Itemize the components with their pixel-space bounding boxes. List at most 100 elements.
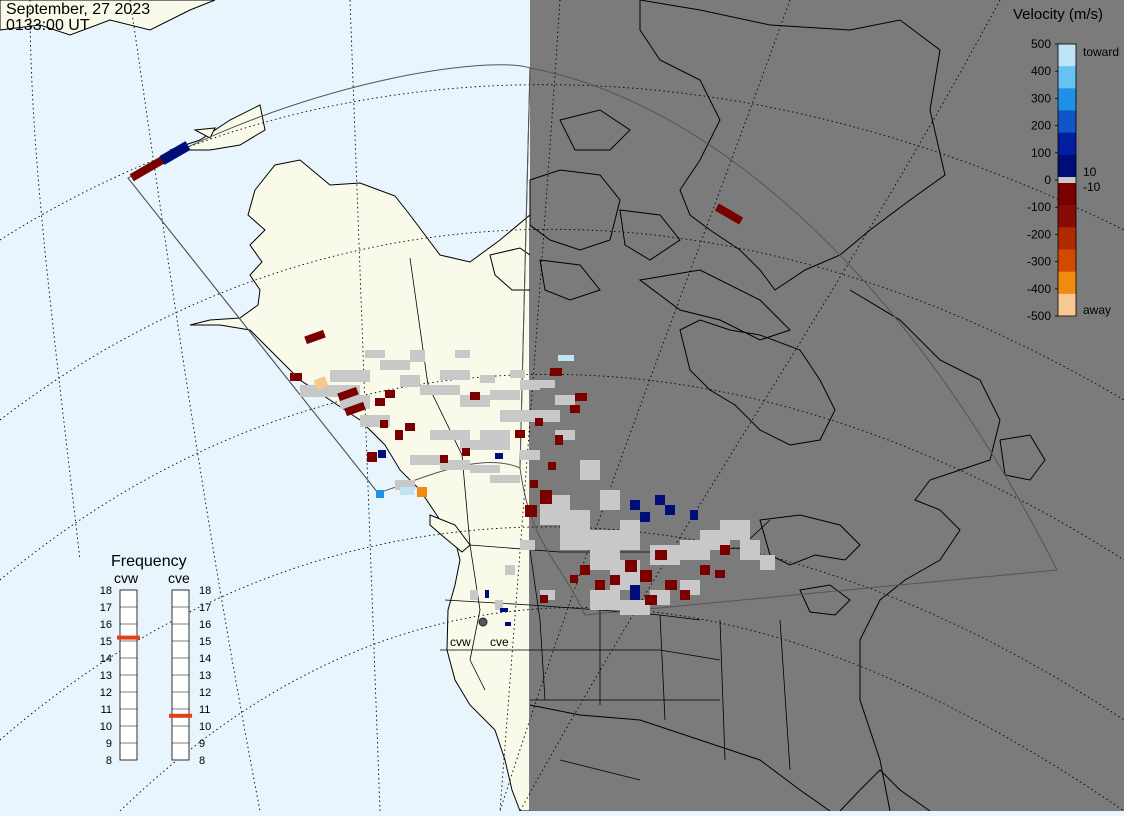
velocity-cell [159,141,191,165]
ground-scatter-cell [365,350,385,358]
velocity-cell [304,329,326,345]
velocity-cell [640,570,652,582]
ground-scatter-cell [590,590,620,610]
us-mexico-border [529,704,831,812]
frequency-left-label: 18 [100,585,112,597]
siberia-landmass [0,0,216,36]
velocity-cell [462,448,470,456]
ground-scatter-cell [540,410,560,422]
night-terminator-region [530,0,1124,811]
velocity-cell [550,368,562,376]
frequency-right-label: 12 [199,687,211,699]
ground-scatter-cell [495,600,503,610]
velocity-cell [665,580,677,590]
colorbar-away-label: away [1083,303,1111,317]
velocity-cell [505,622,511,626]
velocity-cell [405,423,415,431]
ground-scatter-cell [490,475,520,483]
colorbar-tick-label: 100 [1031,146,1051,160]
land-day [0,0,531,812]
velocity-cell [535,418,543,426]
velocity-cell [610,575,620,585]
frequency-right-label: 13 [199,670,211,682]
ground-scatter-cell [420,385,460,395]
frequency-left-label: 14 [100,653,112,665]
labrador-coast [849,289,1001,812]
ground-scatter-cell [395,480,415,490]
frequency-right-label: 9 [199,738,205,750]
velocity-cell [530,480,538,488]
ground-scatter-cell [410,350,425,362]
colorbar-away-swatch [1058,293,1076,317]
colorbar-away-swatch [1058,183,1076,206]
velocity-cell [570,405,580,413]
colorbar-away-swatch [1058,205,1076,228]
ground-scatter-cell [490,390,520,400]
velocity-cell [400,487,414,495]
velocity-cell [655,550,667,560]
velocity-cell [495,453,503,459]
velocity-cell [344,401,366,417]
velocity-cell [595,580,605,590]
ground-scatter-cell [505,565,515,575]
colorbar-tick-label: 200 [1031,119,1051,133]
velocity-cell [720,545,730,555]
velocity-cell [485,590,489,598]
ground-scatter-cell [580,460,600,480]
ground-scatter-cell [470,590,478,600]
colorbar-toward-swatch [1058,88,1076,111]
colorbar-tick-label: -500 [1027,309,1051,323]
land-night-outlines [529,0,1046,812]
velocity-cell [385,390,395,398]
velocity-cell [640,512,650,522]
colorbar-tick-label: 400 [1031,64,1051,78]
ground-scatter-cell [440,460,470,470]
ground-scatter-cell [380,360,410,370]
velocity-cell [313,376,329,390]
velocity-cell [290,373,302,381]
velocity-cell [655,495,665,505]
colorbar-toward-swatch [1058,132,1076,156]
colorbar-tick-label: -100 [1027,200,1051,214]
colorbar-swatches [1058,44,1076,317]
ground-scatter-cell [740,540,760,560]
velocity-cell [500,608,508,612]
colorbar-toward-label: toward [1083,45,1119,59]
ground-scatter-cell [400,375,420,387]
newfoundland-outline [999,434,1046,481]
ground-scatter-cell [520,540,535,550]
velocity-cell [580,565,590,575]
ground-scatter-cell [520,450,540,460]
vancouver-island [429,514,471,553]
velocity-cell [630,500,640,510]
frequency-gauge-marker [169,713,192,718]
velocity-cell [337,386,359,402]
ground-scatter-cell [330,370,370,382]
colorbar-away-swatch [1058,227,1076,250]
frequency-cve-label: cve [168,570,190,586]
frequency-right-label: 18 [199,585,211,597]
frequency-panel: Frequency cvw cve 18 18 17 17 16 16 15 15 14 14 13… [100,553,212,767]
velocity-cell [376,490,384,498]
velocity-cell [690,510,698,520]
colorbar-tick-labels: 500 400 300 200 100 0 -100 -200 -300 -400 -500 [1027,37,1058,323]
frequency-left-label: 11 [101,704,112,716]
florida-gulf-coast [839,769,931,812]
cvw-fov-outline [127,64,531,494]
velocity-cell [645,595,657,605]
frequency-right-label: 11 [199,704,210,716]
velocity-cell [367,452,377,462]
velocity-cell [665,505,675,515]
frequency-gauge-marker [117,635,140,640]
velocity-colorbar: Velocity (m/s) 500 400 300 200 100 0 -100 -200 -… [1013,6,1119,323]
velocity-cell [417,487,427,497]
velocity-cell [440,455,448,463]
colorbar-tick-label: -200 [1027,227,1051,241]
radar-site-marker [478,617,488,627]
frequency-title: Frequency [111,553,187,570]
velocity-cell [570,575,578,583]
ground-scatter-cell [510,370,525,378]
velocity-cell [630,585,640,600]
